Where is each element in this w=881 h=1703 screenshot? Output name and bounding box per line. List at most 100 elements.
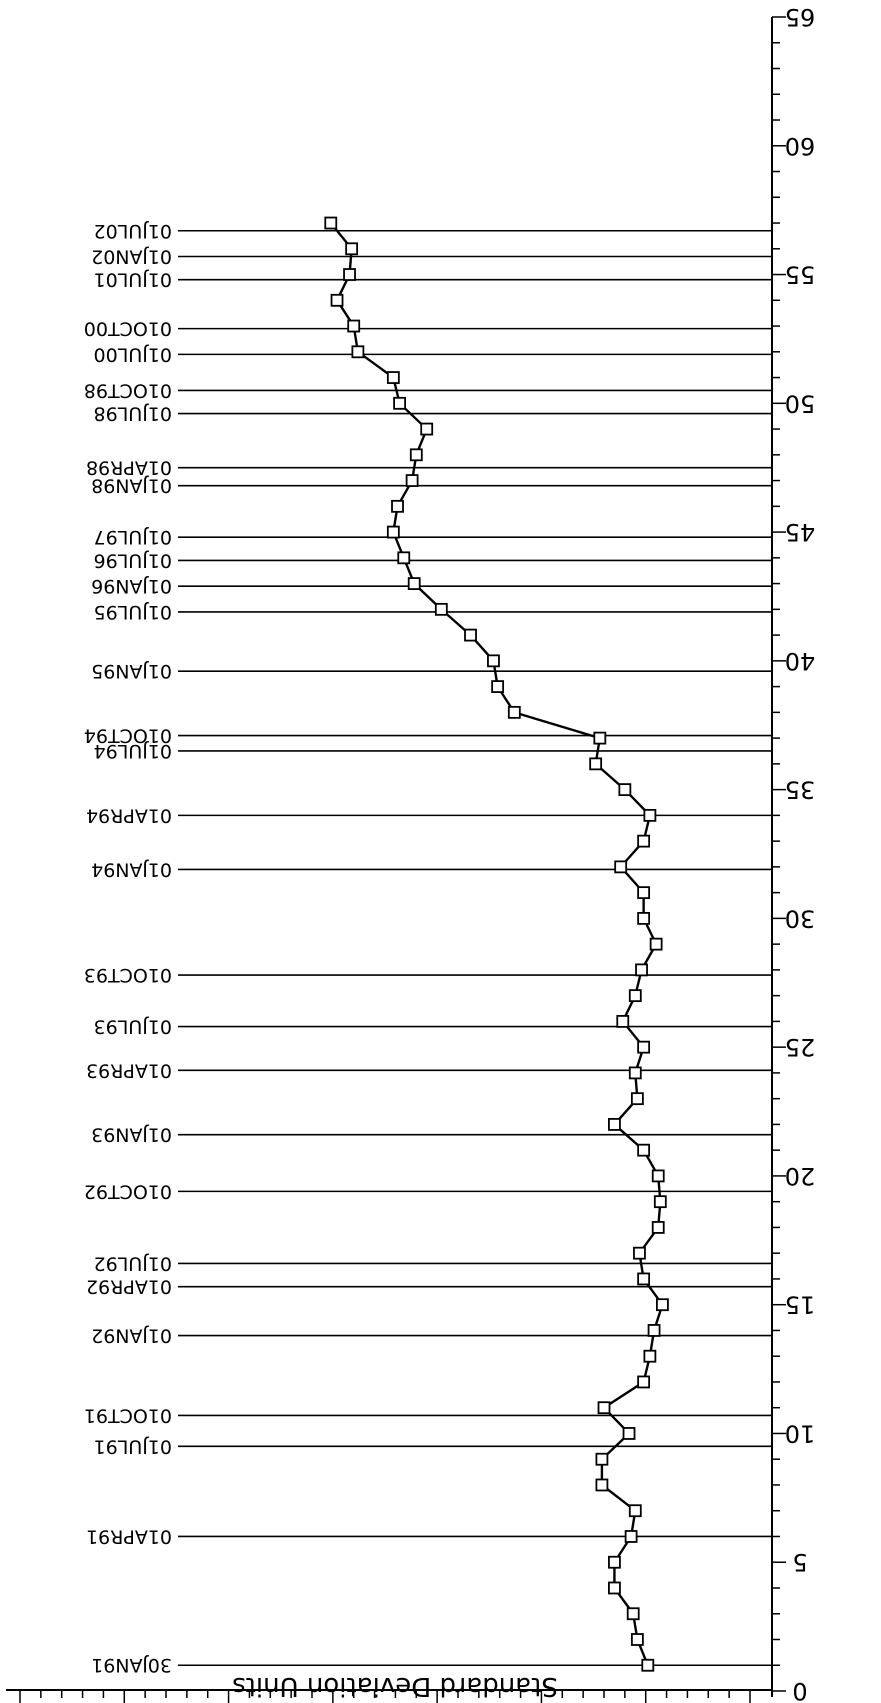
data-point bbox=[487, 654, 500, 668]
data-point bbox=[386, 371, 400, 384]
data-point bbox=[624, 1530, 638, 1543]
x-tick-label: 15 bbox=[785, 1291, 816, 1319]
data-point bbox=[343, 268, 356, 281]
data-point bbox=[330, 293, 344, 307]
reference-line-label: 01JUL01 bbox=[94, 269, 172, 291]
axes: 0 5 10 15 20 25 30 35 40 45 50 55 60 65 −30−25−20−15−1… bbox=[6, 3, 815, 1703]
data-point bbox=[464, 628, 477, 642]
data-point bbox=[656, 1298, 669, 1312]
data-point bbox=[345, 242, 359, 256]
data-point bbox=[616, 1015, 630, 1028]
data-point bbox=[643, 808, 657, 822]
x-tick-label: 45 bbox=[785, 518, 816, 546]
data-point bbox=[635, 963, 648, 977]
series-line bbox=[329, 222, 664, 1666]
data-point bbox=[630, 1092, 644, 1106]
data-point bbox=[653, 1195, 667, 1209]
data-point bbox=[628, 1504, 642, 1518]
data-point bbox=[628, 989, 642, 1003]
x-tick-label: 65 bbox=[785, 3, 816, 31]
y-axis-ticks: −30−25−20−15−10−505 bbox=[19, 1690, 751, 1703]
data-point bbox=[351, 345, 365, 359]
series bbox=[324, 216, 669, 1672]
data-point bbox=[651, 1221, 665, 1234]
data-point bbox=[651, 1169, 665, 1183]
reference-line-label: 01OCT92 bbox=[84, 1180, 172, 1202]
reference-line-label: 01OCT98 bbox=[84, 379, 172, 401]
data-point bbox=[637, 834, 651, 848]
data-point bbox=[405, 474, 419, 487]
reference-line-label: 01APR94 bbox=[86, 804, 172, 826]
data-point bbox=[608, 1581, 621, 1595]
data-point bbox=[643, 1349, 657, 1363]
data-point bbox=[491, 680, 505, 693]
data-point bbox=[633, 1246, 646, 1260]
data-point bbox=[593, 731, 607, 745]
x-tick-label: 10 bbox=[785, 1419, 816, 1447]
x-tick-label: 30 bbox=[785, 904, 816, 932]
reference-line-label: 01JAN98 bbox=[91, 475, 172, 497]
reference-line-label: 01OCT00 bbox=[84, 318, 172, 340]
reference-line-label: 01JUL98 bbox=[94, 403, 172, 425]
data-point bbox=[507, 705, 521, 719]
data-point bbox=[386, 525, 400, 539]
y-axis-title: Standard Deviation Units bbox=[232, 1671, 558, 1701]
data-point bbox=[618, 783, 632, 797]
data-point bbox=[393, 396, 407, 410]
reference-lines: 30JAN91 01APR91 01JUL91 01OCT91 01JAN92 01APR… bbox=[84, 220, 772, 1676]
x-tick-label: 25 bbox=[785, 1033, 816, 1061]
reference-line-label: 01OCT94 bbox=[84, 725, 172, 747]
data-point bbox=[347, 319, 361, 333]
data-point bbox=[608, 1118, 621, 1131]
x-tick-label: 60 bbox=[785, 132, 816, 160]
reference-line-label: 01JUL97 bbox=[94, 526, 172, 548]
data-point bbox=[622, 1427, 636, 1440]
reference-line-label: 01JAN96 bbox=[91, 575, 172, 597]
data-point bbox=[637, 911, 651, 925]
data-point bbox=[637, 886, 651, 900]
data-point bbox=[614, 860, 628, 874]
reference-line-label: 01APR92 bbox=[86, 1276, 172, 1298]
reference-line-label: 01JAN93 bbox=[91, 1124, 172, 1146]
reference-line-label: 01JUL95 bbox=[94, 601, 172, 623]
reference-line-label: 01OCT91 bbox=[84, 1404, 172, 1426]
data-point bbox=[637, 1143, 651, 1157]
data-point bbox=[434, 602, 448, 616]
x-tick-label: 20 bbox=[785, 1162, 816, 1190]
reference-line-label: 01JAN94 bbox=[91, 858, 172, 880]
data-point bbox=[608, 1555, 621, 1569]
data-point bbox=[637, 1272, 651, 1286]
data-point bbox=[647, 1324, 661, 1337]
data-point bbox=[391, 499, 404, 513]
reference-line-label: 01JAN02 bbox=[91, 246, 172, 268]
data-point bbox=[595, 1478, 609, 1492]
data-point bbox=[649, 937, 663, 951]
data-point bbox=[420, 422, 434, 436]
data-point bbox=[637, 1375, 651, 1389]
x-axis-ticks: 0 5 10 15 20 25 30 35 40 45 50 55 60 65 bbox=[772, 3, 815, 1703]
x-tick-label: 40 bbox=[785, 647, 816, 675]
data-point bbox=[595, 1452, 609, 1466]
data-point bbox=[630, 1633, 644, 1646]
data-point bbox=[641, 1658, 655, 1672]
reference-line-label: 01APR91 bbox=[86, 1525, 172, 1547]
reference-line-label: 01JUL92 bbox=[94, 1252, 172, 1274]
data-point bbox=[597, 1401, 611, 1415]
reference-line-label: 01JUL02 bbox=[94, 220, 172, 242]
plot-area: 30JAN91 01APR91 01JUL91 01OCT91 01JAN92 01APR… bbox=[6, 3, 815, 1703]
reference-line-label: 01APR93 bbox=[86, 1059, 172, 1081]
x-tick-label: 35 bbox=[785, 776, 816, 804]
data-point bbox=[626, 1607, 640, 1621]
reference-line-label: 01APR98 bbox=[86, 457, 172, 479]
x-tick-label: 0 bbox=[792, 1677, 807, 1703]
reference-line-label: 01JUL96 bbox=[94, 549, 172, 571]
reference-line-label: 01JUL94 bbox=[94, 740, 172, 762]
x-tick-label: 5 bbox=[792, 1548, 807, 1576]
reference-line-label: 01OCT93 bbox=[84, 964, 172, 986]
reference-line-label: 01JAN92 bbox=[91, 1325, 172, 1347]
reference-line-label: 01JAN95 bbox=[91, 660, 172, 682]
data-point bbox=[324, 216, 338, 230]
data-point bbox=[589, 757, 603, 771]
x-tick-label: 55 bbox=[785, 261, 816, 289]
